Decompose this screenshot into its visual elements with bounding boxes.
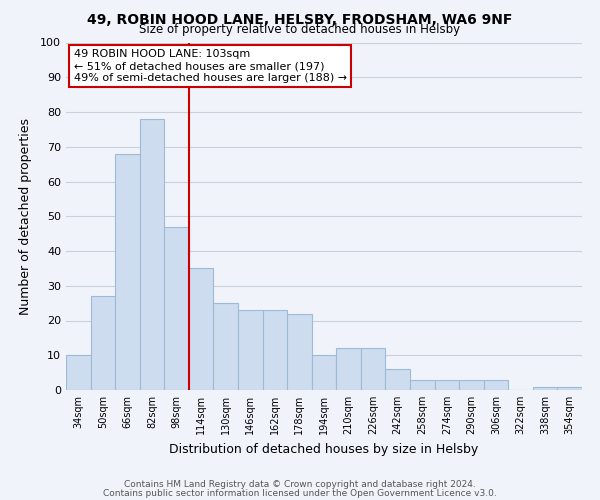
Bar bbox=[287, 314, 312, 390]
Bar bbox=[312, 355, 336, 390]
Bar bbox=[263, 310, 287, 390]
Bar bbox=[66, 355, 91, 390]
Bar bbox=[410, 380, 434, 390]
Bar bbox=[238, 310, 263, 390]
Bar bbox=[91, 296, 115, 390]
Bar bbox=[434, 380, 459, 390]
Bar bbox=[336, 348, 361, 390]
Bar bbox=[385, 369, 410, 390]
Bar bbox=[140, 119, 164, 390]
Bar bbox=[533, 386, 557, 390]
Bar bbox=[484, 380, 508, 390]
Bar bbox=[361, 348, 385, 390]
Text: 49, ROBIN HOOD LANE, HELSBY, FRODSHAM, WA6 9NF: 49, ROBIN HOOD LANE, HELSBY, FRODSHAM, W… bbox=[88, 12, 512, 26]
Bar bbox=[164, 226, 189, 390]
Bar bbox=[459, 380, 484, 390]
Text: Contains HM Land Registry data © Crown copyright and database right 2024.: Contains HM Land Registry data © Crown c… bbox=[124, 480, 476, 489]
Text: 49 ROBIN HOOD LANE: 103sqm
← 51% of detached houses are smaller (197)
49% of sem: 49 ROBIN HOOD LANE: 103sqm ← 51% of deta… bbox=[74, 50, 347, 82]
Text: Size of property relative to detached houses in Helsby: Size of property relative to detached ho… bbox=[139, 22, 461, 36]
Bar bbox=[189, 268, 214, 390]
X-axis label: Distribution of detached houses by size in Helsby: Distribution of detached houses by size … bbox=[169, 442, 479, 456]
Bar bbox=[557, 386, 582, 390]
Bar bbox=[214, 303, 238, 390]
Y-axis label: Number of detached properties: Number of detached properties bbox=[19, 118, 32, 315]
Text: Contains public sector information licensed under the Open Government Licence v3: Contains public sector information licen… bbox=[103, 489, 497, 498]
Bar bbox=[115, 154, 140, 390]
